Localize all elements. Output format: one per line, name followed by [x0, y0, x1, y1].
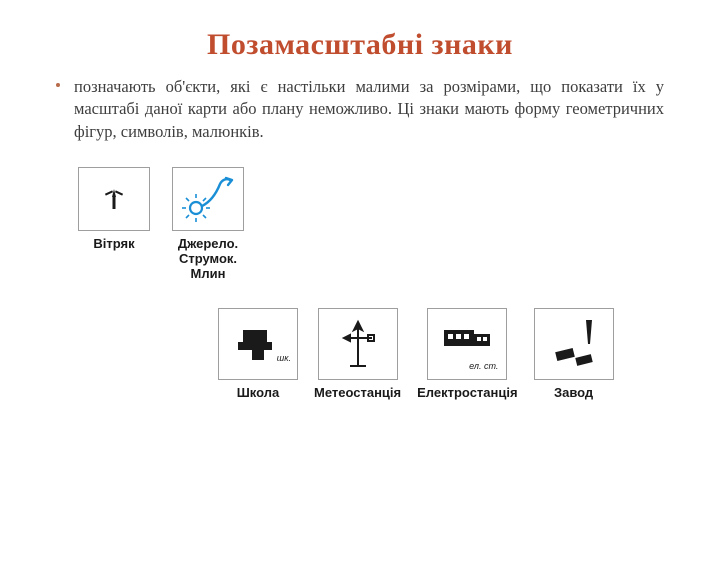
card-powerplant: ел. ст. Електростанція: [417, 308, 517, 401]
bullet-dot: [56, 83, 60, 87]
caption-school: Школа: [237, 386, 280, 401]
caption-factory: Завод: [554, 386, 593, 401]
inner-label-school: шк.: [277, 353, 291, 363]
caption-meteo: Метеостанція: [314, 386, 401, 401]
card-school: шк. Школа: [218, 308, 298, 401]
powerplant-icon: [440, 324, 494, 364]
icon-box-windmill: [78, 167, 150, 231]
card-windmill: Вітряк: [78, 167, 150, 282]
page-title: Позамасштабні знаки: [0, 28, 720, 62]
factory-icon: [546, 316, 602, 372]
card-spring: Джерело. Струмок. Млин: [172, 167, 244, 282]
spring-icon: [180, 174, 236, 224]
caption-spring: Джерело. Струмок. Млин: [178, 237, 238, 282]
icon-box-factory: [534, 308, 614, 380]
icon-box-spring: [172, 167, 244, 231]
caption-powerplant: Електростанція: [417, 386, 517, 401]
inner-label-powerplant: ел. ст.: [469, 361, 498, 371]
card-factory: Завод: [534, 308, 614, 401]
icon-row-2: шк. Школа Метеостанція: [218, 308, 720, 401]
icon-box-meteo: [318, 308, 398, 380]
icon-box-powerplant: ел. ст.: [427, 308, 507, 380]
meteo-icon: [334, 316, 382, 372]
icon-row-1: Вітряк Джерело. Струмок. Млин: [78, 167, 720, 282]
card-meteo: Метеостанція: [314, 308, 401, 401]
school-icon: [234, 322, 282, 366]
caption-windmill: Вітряк: [93, 237, 134, 252]
windmill-icon: [104, 187, 124, 211]
body-text: позначають об'єкти, які є настільки мали…: [74, 76, 664, 143]
icon-box-school: шк.: [218, 308, 298, 380]
body-wrap: позначають об'єкти, які є настільки мали…: [0, 76, 720, 143]
